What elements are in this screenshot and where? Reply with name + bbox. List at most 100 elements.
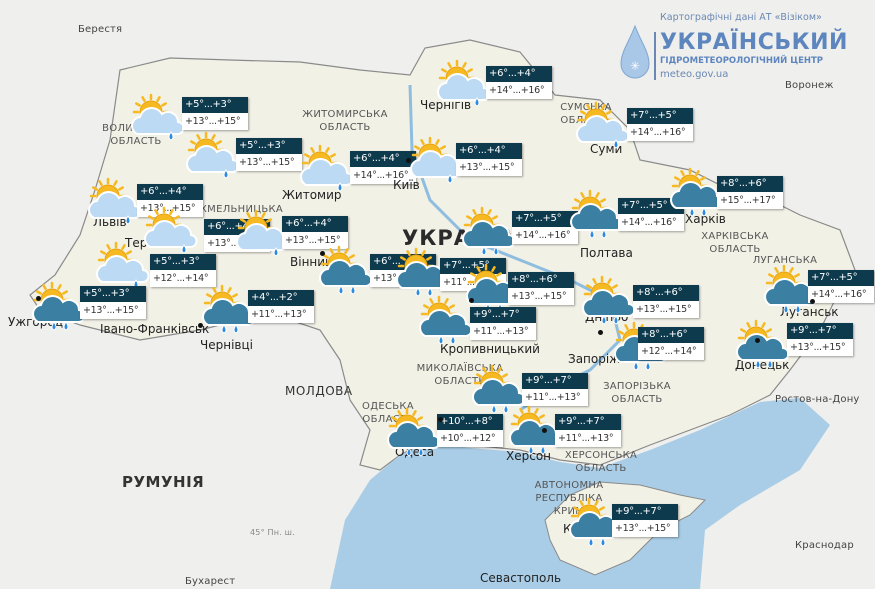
rain-drops-icon <box>406 447 424 457</box>
logo-title: УКРАЇНСЬКИЙ <box>660 30 848 55</box>
city-label: Полтава <box>580 246 633 260</box>
city-marker-dot <box>198 323 203 328</box>
forecast-label: +6°...+4° +14°...+16° <box>486 66 552 99</box>
sun-cloud-light-rain-weather-icon[interactable] <box>84 176 146 230</box>
region-label-kherson: ХЕРСОНСЬКА ОБЛАСТЬ <box>564 450 638 474</box>
day-temperature: +14°...+16° <box>627 124 693 141</box>
rain-drops-icon <box>528 445 546 455</box>
city-label: Житомир <box>282 188 342 202</box>
rain-drops-icon <box>125 215 131 225</box>
region-label-mykolaiv: МИКОЛАЇВСЬКА ОБЛАСТЬ <box>416 363 504 387</box>
sun-cloud-rain-weather-icon[interactable] <box>415 294 477 348</box>
place-label: Бухарест <box>185 576 236 587</box>
day-temperature: +13°...+15° <box>787 339 853 356</box>
city-label: Херсон <box>506 449 552 463</box>
rain-drops-icon <box>491 404 509 414</box>
forecast-label: +6°...+4° +13°...+15° <box>456 143 522 176</box>
night-temperature: +4°...+2° <box>248 290 314 306</box>
sun-cloud-rain-weather-icon[interactable] <box>732 318 794 372</box>
sun-cloud-light-rain-weather-icon[interactable] <box>433 58 495 112</box>
region-label-zaporizhzhia: ЗАПОРІЗЬКА ОБЛАСТЬ <box>603 381 671 405</box>
logo-subtitle: ГІДРОМЕТЕОРОЛОГІЧНИЙ ЦЕНТР <box>660 56 824 66</box>
rain-drops-icon <box>221 324 239 334</box>
day-temperature: +11°...+13° <box>248 306 314 323</box>
forecast-label: +6°...+4° +14°...+16° <box>350 151 416 184</box>
rain-drops-icon <box>689 207 707 217</box>
city-label: Луганськ <box>780 305 839 319</box>
sun-cloud-rain-weather-icon[interactable] <box>458 205 520 259</box>
rain-drops-icon <box>273 247 279 257</box>
rain-drops-icon <box>613 139 619 149</box>
day-temperature: +12°...+14° <box>638 343 704 360</box>
forecast-label: +8°...+6° +15°...+17° <box>717 176 783 209</box>
rain-drops-icon <box>474 97 480 107</box>
sun-cloud-light-rain-weather-icon[interactable] <box>296 143 358 197</box>
city-label: Київ <box>393 178 420 192</box>
sun-cloud-rain-weather-icon[interactable] <box>565 496 627 550</box>
sun-cloud-light-rain-weather-icon[interactable] <box>127 92 189 146</box>
sun-cloud-rain-weather-icon[interactable] <box>383 406 445 460</box>
city-label: Чернігів <box>420 98 472 112</box>
sun-cloud-light-rain-weather-icon[interactable] <box>232 208 294 262</box>
rain-drops-icon <box>223 169 229 179</box>
region-label-khmelnytskyi: ХМЕЛЬНИЦЬКА <box>200 204 284 215</box>
forecast-label: +7°...+5° +14°...+16° <box>512 211 578 244</box>
region-label-kharkiv: ХАРКІВСЬКА ОБЛАСТЬ <box>701 231 769 255</box>
region-label-odesa: ОДЕСЬКА ОБЛАСТЬ <box>362 401 414 425</box>
night-temperature: +8°...+6° <box>717 176 783 192</box>
sun-cloud-light-rain-weather-icon[interactable] <box>92 240 154 294</box>
city-marker-dot <box>542 428 547 433</box>
sun-cloud-rain-weather-icon[interactable] <box>566 188 628 242</box>
forecast-label: +5°...+3° +12°...+14° <box>150 254 216 287</box>
sun-cloud-rain-weather-icon[interactable] <box>198 283 260 337</box>
city-label: Кропивницький <box>440 342 540 356</box>
city-marker-dot <box>810 299 815 304</box>
night-temperature: +9°...+7° <box>787 323 853 339</box>
night-temperature: +9°...+7° <box>555 414 621 430</box>
day-temperature: +13°...+15° <box>508 288 574 305</box>
sun-cloud-light-rain-weather-icon[interactable] <box>182 130 244 184</box>
place-label: Краснодар <box>795 540 854 551</box>
map-data-credit: Картографічні дані АТ «Візіком» <box>660 12 822 23</box>
day-temperature: +11°...+13° <box>555 430 621 447</box>
forecast-label: +9°...+7° +11°...+13° <box>470 307 536 340</box>
sun-cloud-light-rain-weather-icon[interactable] <box>572 100 634 154</box>
city-marker-dot <box>438 417 443 422</box>
svg-text:✳: ✳ <box>630 59 640 73</box>
logo-url[interactable]: meteo.gov.ua <box>660 69 729 80</box>
night-temperature: +7°...+5° <box>808 270 874 286</box>
rain-drops-icon <box>588 537 606 547</box>
city-label: Донецьк <box>735 358 790 372</box>
night-temperature: +5°...+3° <box>150 254 216 270</box>
sun-cloud-rain-weather-icon[interactable] <box>392 246 454 300</box>
sun-cloud-rain-weather-icon[interactable] <box>578 274 640 328</box>
night-temperature: +5°...+3° <box>182 97 248 113</box>
sun-cloud-light-rain-weather-icon[interactable] <box>140 205 202 259</box>
city-marker-dot <box>320 251 325 256</box>
forecast-label: +7°...+5° +14°...+16° <box>808 270 874 303</box>
rain-drops-icon <box>783 304 801 314</box>
forecast-label: +7°...+5° +14°...+16° <box>627 108 693 141</box>
region-label-luhansk: ЛУГАНСЬКА <box>752 255 818 266</box>
day-temperature: +12°...+14° <box>150 270 216 287</box>
rain-drops-icon <box>415 287 433 297</box>
night-temperature: +6°...+4° <box>282 216 348 232</box>
country-label-moldova: МОЛДОВА <box>285 384 353 398</box>
day-temperature: +13°...+15° <box>182 113 248 130</box>
day-temperature: +13°...+15° <box>282 232 348 249</box>
sun-cloud-rain-weather-icon[interactable] <box>666 166 728 220</box>
day-temperature: +14°...+16° <box>350 167 416 184</box>
night-temperature: +5°...+3° <box>80 286 146 302</box>
night-temperature: +9°...+7° <box>522 373 588 389</box>
rain-drops-icon <box>181 244 187 254</box>
forecast-label: +9°...+7° +11°...+13° <box>555 414 621 447</box>
sun-cloud-rain-weather-icon[interactable] <box>462 262 524 316</box>
forecast-label: +6°...+4° +13°...+15° <box>137 184 203 217</box>
day-temperature: +14°...+16° <box>618 214 684 231</box>
forecast-label: +8°...+6° +13°...+15° <box>633 285 699 318</box>
country-label-romania: РУМУНІЯ <box>122 473 205 491</box>
night-temperature: +6°...+4° <box>137 184 203 200</box>
forecast-label: +6°...+4° +13°...+15° <box>282 216 348 249</box>
place-label: Севастополь <box>480 571 562 585</box>
day-temperature: +15°...+17° <box>717 192 783 209</box>
